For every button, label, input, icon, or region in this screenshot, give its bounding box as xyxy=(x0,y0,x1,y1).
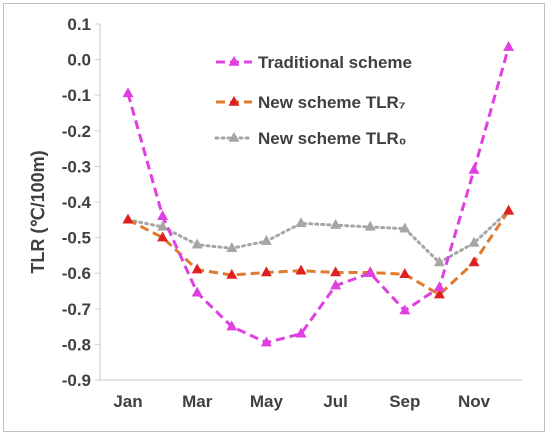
x-tick-label: Sep xyxy=(389,392,420,411)
data-point xyxy=(433,281,445,292)
series-line xyxy=(127,210,510,297)
y-tick-label: -0.9 xyxy=(62,371,91,390)
data-point xyxy=(260,266,272,277)
x-tick-label: May xyxy=(250,392,284,411)
series-line xyxy=(126,46,511,345)
legend-marker xyxy=(228,95,240,106)
data-point xyxy=(157,231,169,242)
data-point xyxy=(122,87,134,98)
data-point xyxy=(122,213,134,224)
series-2 xyxy=(122,204,515,299)
data-point xyxy=(399,222,411,233)
y-tick-label: -0.3 xyxy=(62,157,91,176)
series-1 xyxy=(122,41,515,347)
data-point xyxy=(364,267,376,277)
data-point xyxy=(226,242,238,253)
data-point xyxy=(433,256,445,267)
legend-marker xyxy=(228,55,240,66)
y-tick-label: 0.1 xyxy=(67,15,91,34)
x-tick-label: Jan xyxy=(113,392,142,411)
chart-frame xyxy=(3,3,545,432)
data-point xyxy=(295,217,307,228)
data-point xyxy=(503,41,515,51)
x-tick-label: Jul xyxy=(323,392,348,411)
data-point xyxy=(295,264,307,275)
x-tick-label: Nov xyxy=(458,392,491,411)
data-point xyxy=(191,286,203,297)
legend-item-2: New scheme TLR₇ xyxy=(216,93,406,112)
data-point xyxy=(468,236,480,247)
data-point xyxy=(330,266,342,277)
y-tick-label: -0.8 xyxy=(62,335,91,354)
data-point xyxy=(226,268,238,279)
data-point xyxy=(330,219,342,229)
legend-item-1: Traditional scheme xyxy=(216,53,412,72)
y-tick-label: -0.6 xyxy=(62,264,91,283)
y-tick-label: -0.1 xyxy=(62,86,91,105)
data-point xyxy=(364,220,376,231)
data-point xyxy=(503,204,515,215)
data-point xyxy=(157,220,169,231)
legend-label: Traditional scheme xyxy=(258,53,412,72)
legend-label: New scheme TLR₇ xyxy=(258,93,406,112)
data-point xyxy=(295,327,307,338)
data-point xyxy=(468,256,480,267)
legend-item-3: New scheme TLR₀ xyxy=(214,129,406,148)
data-point xyxy=(433,288,445,299)
y-tick-label: -0.5 xyxy=(62,229,91,248)
x-tick-label: Mar xyxy=(182,392,213,411)
legend-label: New scheme TLR₀ xyxy=(258,129,406,148)
data-point xyxy=(226,320,238,331)
y-tick-label: -0.2 xyxy=(62,122,91,141)
data-point xyxy=(330,279,342,290)
data-point xyxy=(399,268,411,279)
y-axis-title: TLR (℃/100m) xyxy=(28,150,48,273)
y-tick-label: -0.7 xyxy=(62,300,91,319)
data-point xyxy=(260,235,272,245)
series-layer xyxy=(122,41,515,347)
axes: 0.1 0.0 -0.1 -0.2 -0.3 -0.4 -0.5 -0.6 -0.7 -0.8 -0… xyxy=(62,15,522,411)
legend: Traditional scheme New scheme TLR₇ New sch… xyxy=(214,53,412,148)
data-point xyxy=(399,304,411,315)
data-point xyxy=(157,210,169,221)
data-point xyxy=(191,263,203,274)
y-tick-label: 0.0 xyxy=(67,51,91,70)
legend-marker xyxy=(228,131,240,142)
data-point xyxy=(191,238,203,249)
data-point xyxy=(468,163,480,174)
y-tick-label: -0.4 xyxy=(62,193,92,212)
data-point xyxy=(260,336,272,347)
series-line xyxy=(126,209,511,265)
